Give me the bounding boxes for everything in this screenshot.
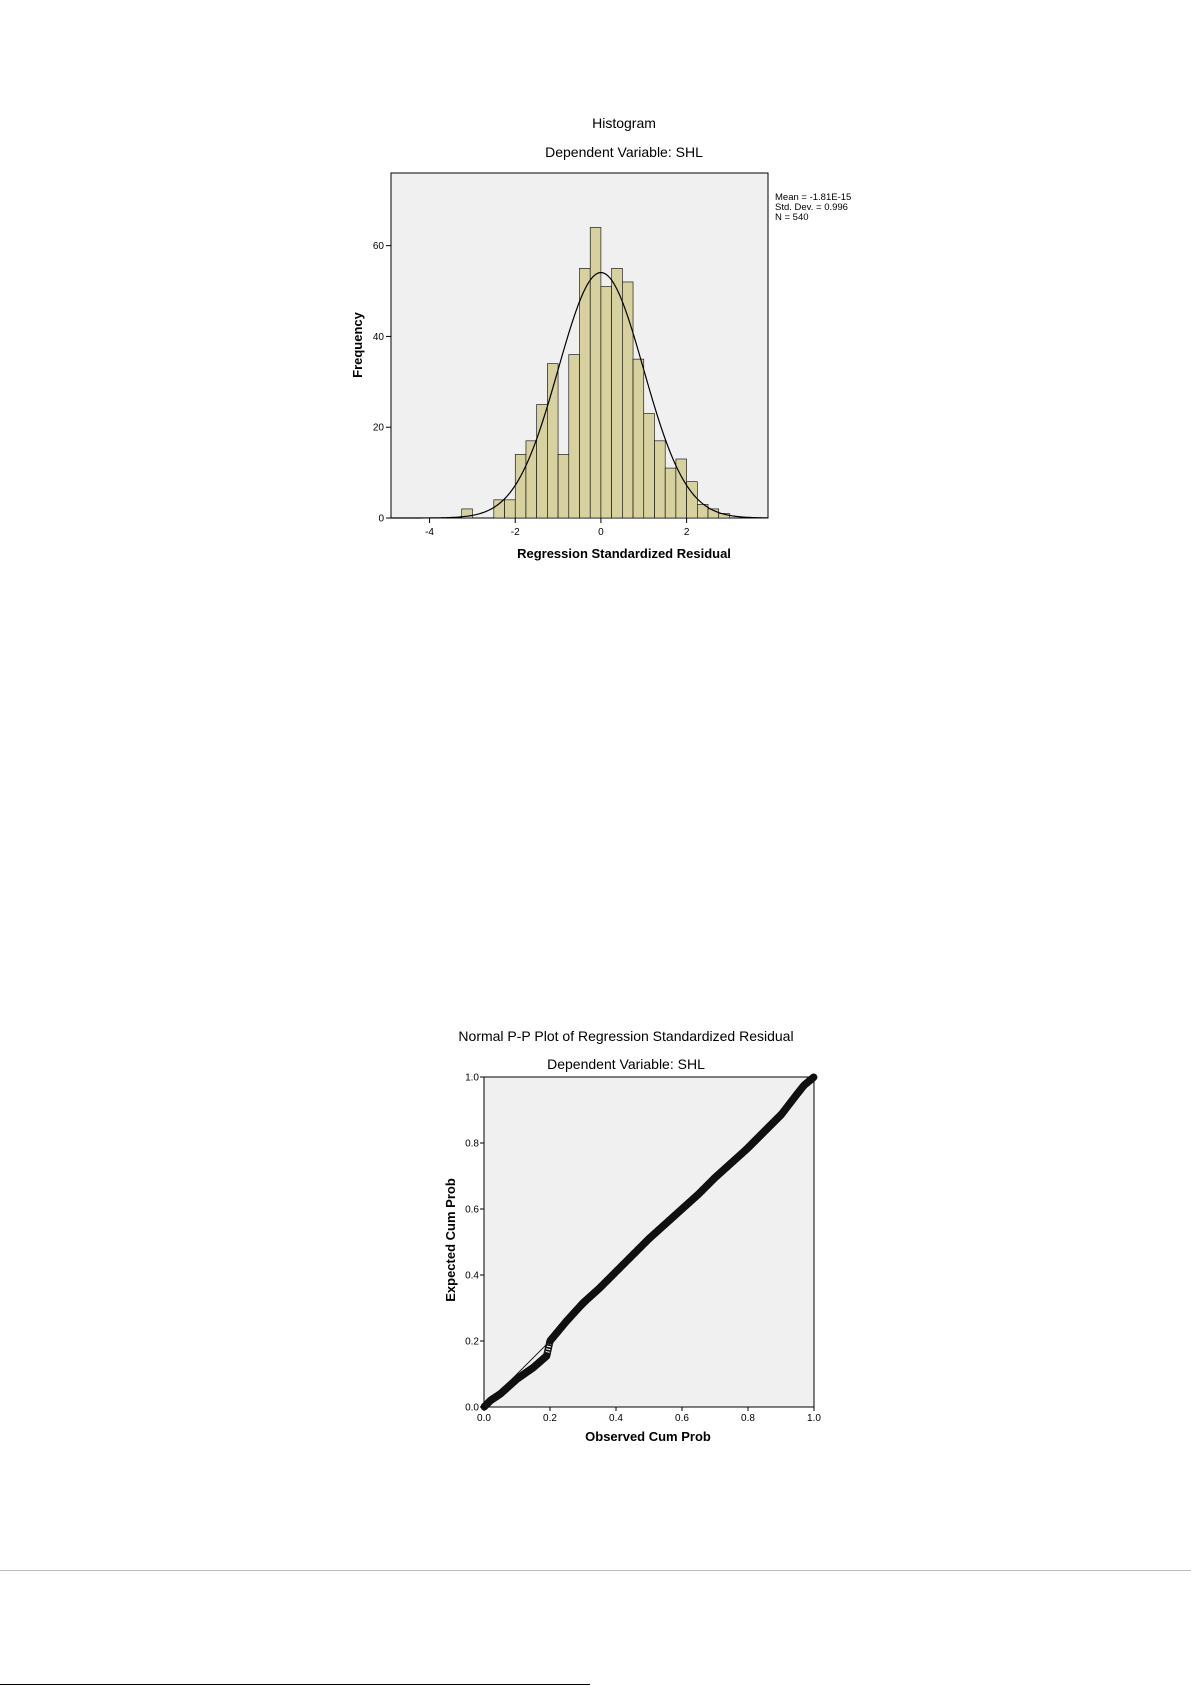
histogram-y-axis-label: Frequency [350,311,365,378]
histogram-y-tick-label: 60 [373,241,385,252]
histogram-bar [632,358,645,519]
pp-point [544,1346,552,1355]
pp-ticks: 0.0 0.2 0.4 0.6 0.8 1.0 0.0 0.2 0.4 0.6 0.8 1.0 [465,1073,821,1425]
stats-mean: Mean = -1.81E-15 [775,192,851,203]
histogram-y-tick-label: 40 [373,332,385,343]
histogram-x-tick-label: 0 [598,527,604,538]
pp-points [480,1073,818,1411]
pp-plot-subtitle: Dependent Variable: SHL [547,1056,705,1072]
histogram-y-tick-label: 0 [378,514,384,525]
pp-y-tick-label: 0.4 [465,1271,479,1282]
pp-y-tick-label: 1.0 [465,1073,479,1084]
pp-x-tick-label: 0.6 [675,1413,689,1424]
histogram-bar [557,454,570,519]
pp-x-axis-label: Observed Cum Prob [585,1429,711,1444]
pp-plot-chart: Normal P-P Plot of Regression Standardiz… [443,1028,821,1444]
pp-point [809,1073,818,1081]
histogram-title: Histogram [592,115,656,131]
histogram-subtitle: Dependent Variable: SHL [545,144,703,160]
histogram-bar [643,413,655,519]
pp-y-tick-label: 0.6 [465,1205,479,1216]
histogram-bar [589,227,602,519]
histogram-x-tick-label: -2 [511,527,520,538]
histogram-x-axis-label: Regression Standardized Residual [517,546,731,561]
histogram-bar [654,440,666,519]
histogram-bar [664,467,677,519]
histogram-bar [600,286,612,519]
pp-x-tick-label: 1.0 [807,1413,821,1424]
normal-curve [391,271,769,519]
page-divider [0,1570,1191,1571]
pp-y-tick-label: 0.8 [465,1139,479,1150]
histogram-bar [461,508,473,519]
stats-n: N = 540 [775,212,809,223]
pp-y-axis-label: Expected Cum Prob [443,1178,458,1302]
pp-plot-title: Normal P-P Plot of Regression Standardiz… [458,1028,793,1044]
histogram-y-tick-label: 20 [373,423,385,434]
pp-x-tick-label: 0.8 [741,1413,755,1424]
pp-y-tick-label: 0.2 [465,1337,479,1348]
stats-std-dev: Std. Dev. = 0.996 [775,202,848,213]
histogram-bar [547,363,559,519]
histogram-x-tick-label: 2 [684,527,690,538]
histogram-x-tick-label: -4 [425,527,434,538]
histogram-bar [686,481,698,519]
pp-point [544,1344,553,1352]
histogram-bar [568,354,580,519]
histogram-bar [579,268,591,519]
histogram-bars [461,227,730,519]
pp-x-tick-label: 0.4 [609,1413,623,1424]
pp-x-tick-label: 0.2 [543,1413,557,1424]
pp-point [543,1349,551,1358]
histogram-stats-box: Mean = -1.81E-15 Std. Dev. = 0.996 N = 5… [775,192,851,223]
pp-x-tick-label: 0.0 [477,1413,491,1424]
histogram-chart: Histogram Dependent Variable: SHL -4 -2 0 2… [350,115,851,561]
histogram-bar [514,454,527,519]
histogram-bar [493,499,505,519]
histogram-bar [504,499,516,519]
pp-y-tick-label: 0.0 [465,1403,479,1414]
histogram-bar [611,268,623,519]
